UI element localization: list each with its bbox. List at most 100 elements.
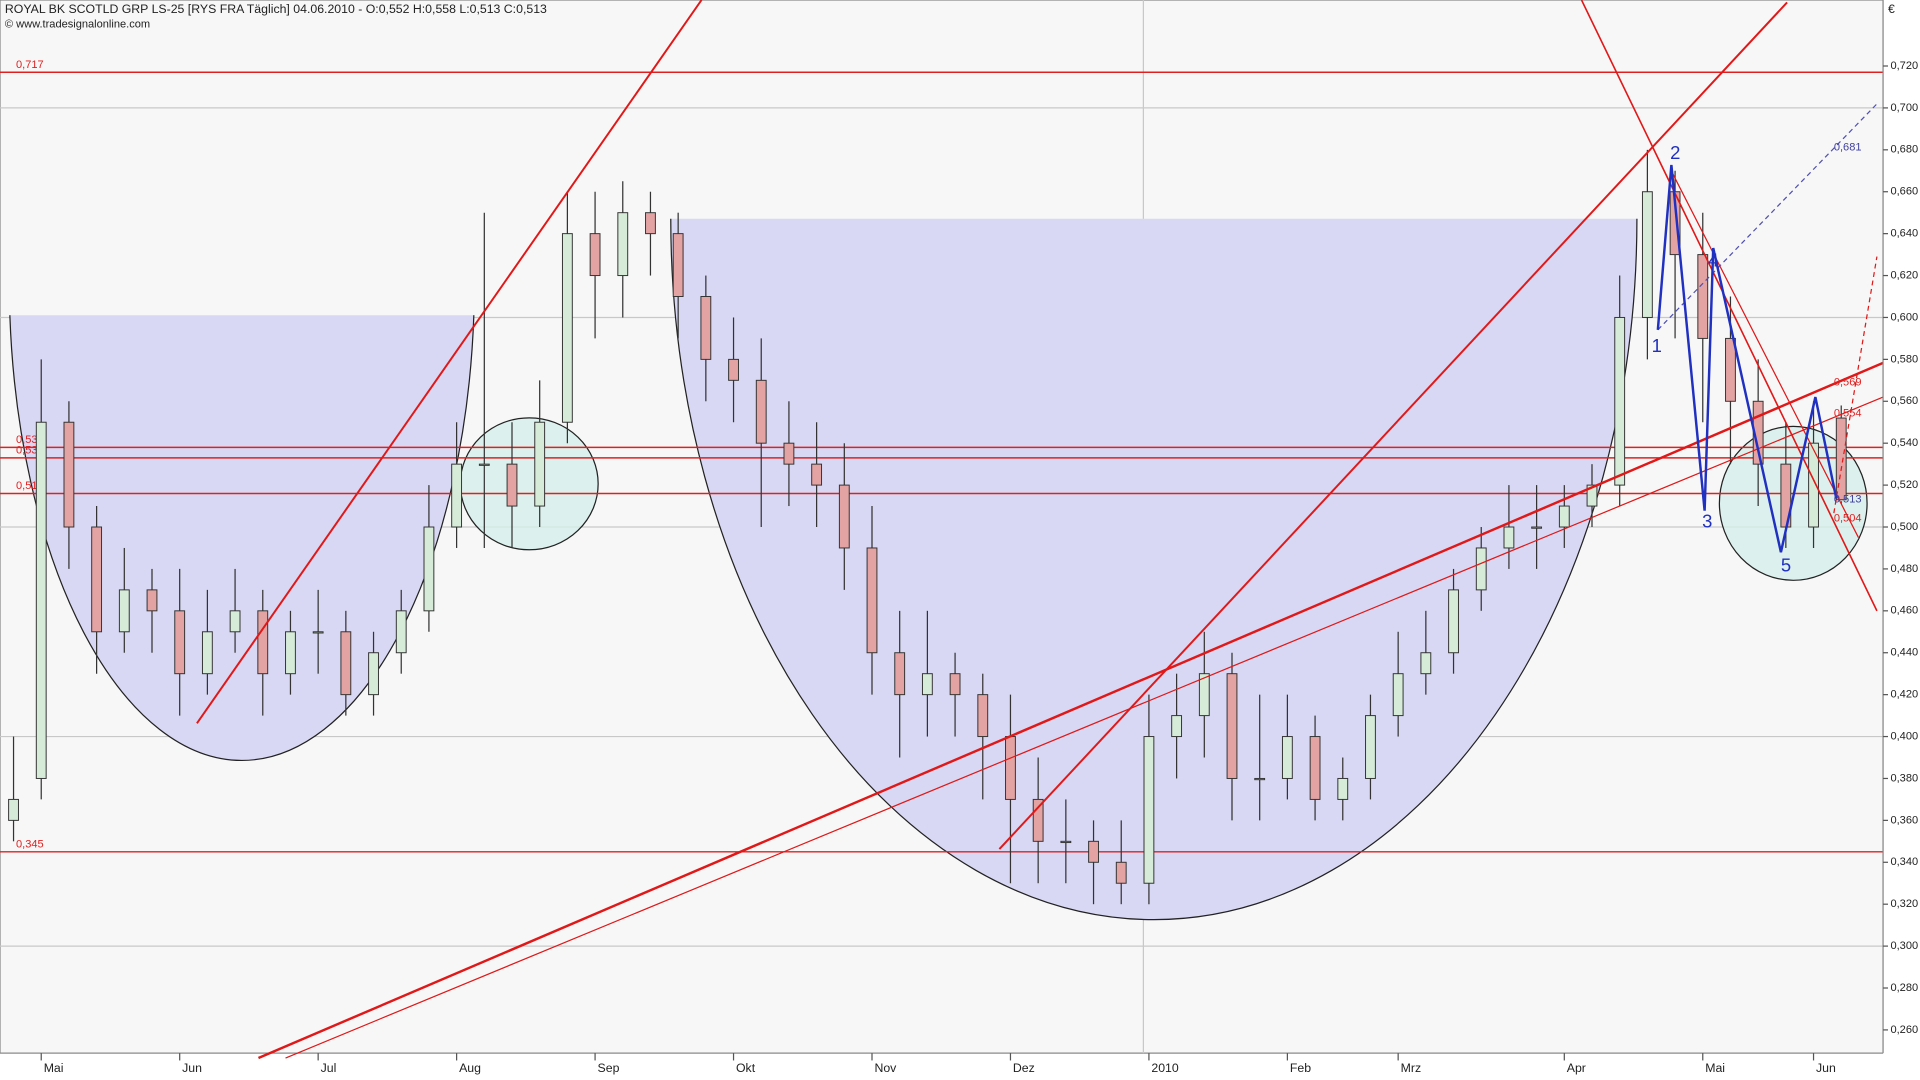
candle-body bbox=[285, 631, 296, 675]
candle-body bbox=[423, 526, 435, 612]
candle-body bbox=[1475, 547, 1487, 591]
x-tick-label: Mai bbox=[44, 1061, 64, 1075]
price-label: 0,554 bbox=[1834, 408, 1862, 420]
x-tick-label: Apr bbox=[1567, 1061, 1586, 1075]
candle-body bbox=[1281, 736, 1293, 779]
y-tick-label: 0,620 bbox=[1890, 269, 1918, 281]
candle-body bbox=[1005, 736, 1016, 800]
y-tick-label: 0,260 bbox=[1890, 1024, 1918, 1036]
x-tick-label: Okt bbox=[736, 1061, 756, 1075]
y-tick-label: 0,520 bbox=[1890, 479, 1918, 491]
price-label: 0,513 bbox=[1834, 494, 1862, 506]
candle-body bbox=[312, 631, 324, 634]
level-label: 0,538 bbox=[16, 434, 44, 446]
axis: 0,260 0,280 0,300 0,320 0,340 0,360 0,380 0,400… bbox=[40, 60, 1918, 1075]
y-tick-label: 0,580 bbox=[1890, 353, 1918, 365]
candle-body bbox=[1392, 673, 1404, 717]
candle-body bbox=[1143, 736, 1155, 884]
candle-body bbox=[728, 358, 739, 381]
candle-body bbox=[1032, 798, 1044, 842]
candle-body bbox=[1808, 442, 1819, 528]
header-source: © www.tradesignalonline.com bbox=[5, 18, 150, 30]
trendline bbox=[285, 396, 1884, 1059]
candle-body bbox=[174, 610, 186, 675]
y-tick-label: 0,480 bbox=[1890, 563, 1918, 575]
handle-circle bbox=[459, 417, 599, 551]
candle-body bbox=[451, 463, 463, 528]
candle-body bbox=[1614, 316, 1626, 486]
candle-body bbox=[257, 610, 269, 675]
candle-body bbox=[1309, 736, 1321, 800]
wave-label: 2 bbox=[1670, 142, 1680, 163]
candle-body bbox=[1088, 840, 1099, 863]
trendline bbox=[998, 1, 1788, 850]
candle-body bbox=[1697, 254, 1709, 339]
candle-body bbox=[977, 694, 989, 738]
x-tick-label: Jun bbox=[182, 1061, 202, 1075]
candle-body bbox=[1835, 417, 1847, 501]
y-tick-label: 0,640 bbox=[1890, 228, 1918, 240]
candle-body bbox=[866, 547, 878, 654]
y-tick-label: 0,320 bbox=[1890, 898, 1918, 910]
header-title: ROYAL BK SCOTLD GRP LS-25 [RYS FRA Tägli… bbox=[5, 2, 547, 16]
y-tick-label: 0,680 bbox=[1890, 144, 1918, 156]
level-label: 0,717 bbox=[16, 59, 44, 71]
y-tick-label: 0,560 bbox=[1890, 395, 1918, 407]
candle-body bbox=[35, 421, 47, 779]
x-tick-label: 2010 bbox=[1151, 1061, 1179, 1075]
trendline bbox=[196, 0, 703, 724]
candle-body bbox=[755, 379, 767, 444]
candle-body bbox=[1586, 484, 1598, 507]
x-tick-label: Mrz bbox=[1401, 1061, 1421, 1075]
wave-label: 5 bbox=[1781, 555, 1791, 576]
level-label: 0,516 bbox=[16, 480, 44, 492]
trendline bbox=[257, 361, 1884, 1060]
candle-body bbox=[1531, 526, 1543, 529]
projection bbox=[1657, 103, 1878, 331]
y-tick-label: 0,360 bbox=[1890, 814, 1918, 826]
y-tick-label: 0,300 bbox=[1890, 940, 1918, 952]
candle-body bbox=[63, 421, 75, 528]
wave-label: 4 bbox=[1708, 249, 1718, 270]
y-tick-label: 0,380 bbox=[1890, 772, 1918, 784]
candle-body bbox=[1503, 526, 1515, 549]
candle-body bbox=[1115, 861, 1127, 884]
candle-body bbox=[1420, 652, 1432, 675]
y-tick-label: 0,660 bbox=[1890, 186, 1918, 198]
candle-body bbox=[368, 652, 379, 696]
trendlines bbox=[196, 0, 1884, 1060]
y-tick-label: 0,420 bbox=[1890, 689, 1918, 701]
candle-body bbox=[921, 673, 933, 696]
x-tick-label: Jul bbox=[321, 1061, 337, 1075]
x-tick-label: Dez bbox=[1013, 1061, 1035, 1075]
x-tick-label: Mai bbox=[1705, 1061, 1725, 1075]
y-tick-label: 0,600 bbox=[1890, 311, 1918, 323]
candle-body bbox=[783, 442, 795, 465]
price-label: 0,569 bbox=[1834, 376, 1862, 388]
candles bbox=[8, 149, 1847, 905]
y-tick-label: 0,700 bbox=[1890, 102, 1918, 114]
level-label: 0,345 bbox=[16, 838, 44, 850]
candle-body bbox=[1060, 840, 1072, 844]
candle-body bbox=[1558, 505, 1570, 528]
x-tick-label: Jun bbox=[1816, 1061, 1836, 1075]
y-tick-label: 0,400 bbox=[1890, 730, 1918, 742]
wave-label: 3 bbox=[1702, 511, 1712, 532]
candle-body bbox=[534, 421, 546, 507]
candle-body bbox=[91, 526, 103, 633]
candle-body bbox=[1365, 715, 1376, 779]
y-tick-label: 0,340 bbox=[1890, 856, 1918, 868]
candle-body bbox=[949, 673, 961, 696]
price-label: 0,504 bbox=[1834, 513, 1862, 525]
candle-body bbox=[1337, 777, 1349, 800]
y-tick-label: 0,460 bbox=[1890, 605, 1918, 617]
level-label: 0,533 bbox=[16, 444, 44, 456]
cup-shade bbox=[9, 315, 474, 761]
x-tick-label: Nov bbox=[874, 1061, 897, 1075]
candle-body bbox=[340, 631, 352, 696]
candle-body bbox=[229, 610, 241, 633]
axis-area bbox=[1883, 0, 1920, 1080]
cup-shade bbox=[670, 218, 1637, 920]
candle-body bbox=[395, 610, 407, 654]
